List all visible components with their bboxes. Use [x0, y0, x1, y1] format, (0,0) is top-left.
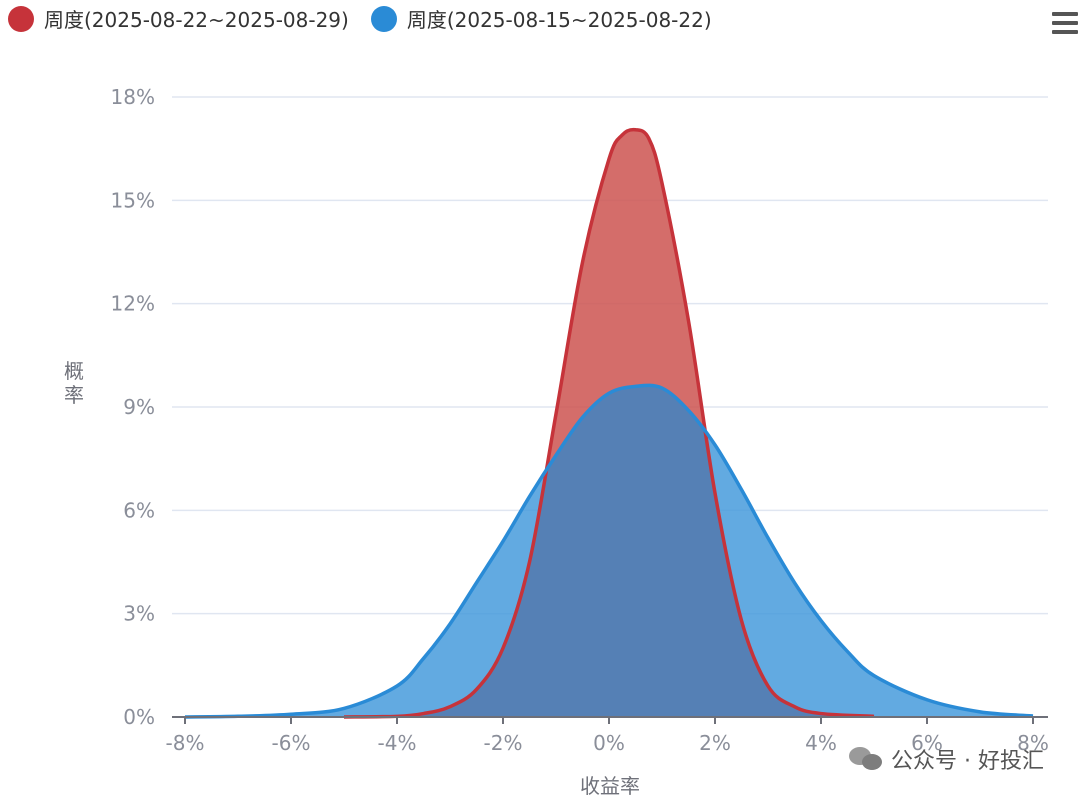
watermark: 公众号 · 好投汇 [849, 743, 1044, 775]
x-tick-label: 0% [593, 731, 625, 755]
y-tick-label: 18% [111, 85, 155, 109]
x-tick-label: 6% [911, 731, 943, 755]
y-tick-label: 9% [123, 395, 155, 419]
y-axis-title-char: 率 [64, 383, 84, 407]
overlap-area [344, 385, 874, 717]
legend-label-series-1: 周度(2025-08-22~2025-08-29) [44, 8, 349, 32]
y-tick-label: 15% [111, 188, 155, 212]
watermark-text: 公众号 · 好投汇 [891, 749, 1044, 774]
series-2-line [184, 383, 1034, 719]
x-tick-label: -4% [378, 731, 417, 755]
series-1-line [343, 127, 875, 719]
y-tick-label: 6% [123, 498, 155, 522]
x-tick-label: 4% [805, 731, 837, 755]
legend-label-series-2: 周度(2025-08-15~2025-08-22) [406, 8, 712, 32]
x-tick-label: -8% [166, 731, 205, 755]
legend-item-series-2[interactable]: 周度(2025-08-15~2025-08-22) [370, 4, 712, 33]
hamburger-menu-icon[interactable] [1052, 10, 1078, 36]
x-tick-label: -6% [272, 731, 311, 755]
legend-item-series-1[interactable]: 周度(2025-08-22~2025-08-29) [8, 4, 349, 33]
legend-marker-circle-icon [370, 5, 397, 32]
chart-legend: 周度(2025-08-22~2025-08-29) 周度(2025-08-15~… [8, 4, 712, 33]
y-tick-label: 12% [111, 292, 155, 316]
wechat-icon [849, 747, 883, 771]
y-tick-label: 0% [123, 705, 155, 729]
y-axis-title-char: 概 [64, 359, 84, 383]
x-axis-title: 收益率 [580, 774, 640, 798]
x-tick-label: -2% [484, 731, 523, 755]
legend-marker-circle-icon [8, 5, 34, 32]
y-tick-label: 3% [123, 602, 155, 626]
x-tick-label: 2% [699, 731, 731, 755]
x-tick-label: 8% [1017, 731, 1049, 755]
